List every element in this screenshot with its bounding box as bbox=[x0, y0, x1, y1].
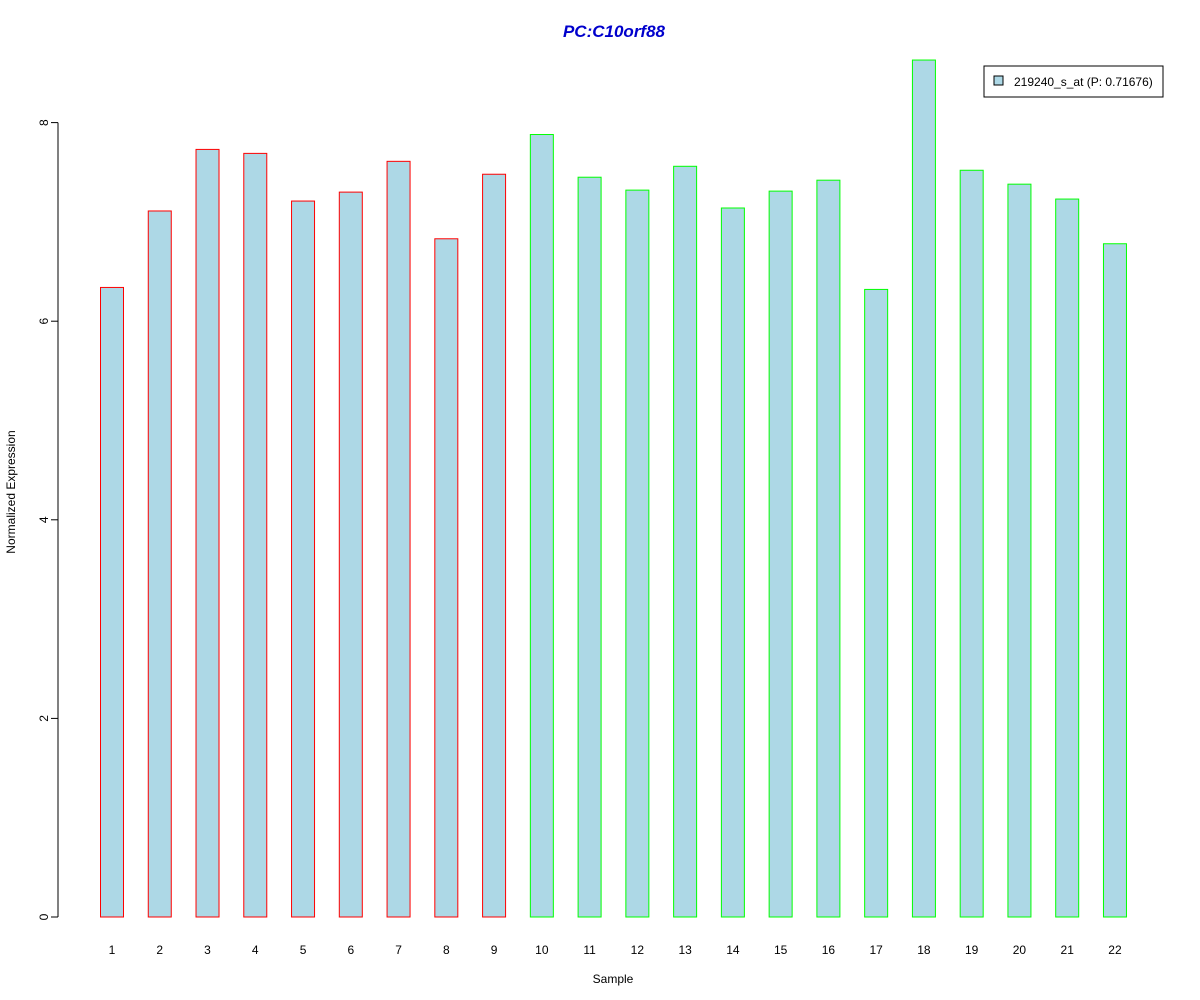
bar bbox=[100, 286, 124, 918]
x-tick-label: 22 bbox=[1108, 943, 1122, 957]
x-tick-label: 6 bbox=[347, 943, 354, 957]
x-tick-label: 15 bbox=[774, 943, 788, 957]
bar bbox=[529, 134, 554, 918]
y-tick-label: 0 bbox=[37, 913, 51, 920]
legend: 219240_s_at (P: 0.71676) bbox=[983, 65, 1164, 98]
bar bbox=[1055, 198, 1080, 918]
bar bbox=[673, 165, 698, 918]
bar bbox=[195, 148, 220, 918]
y-axis: 0 2 4 6 8 bbox=[37, 119, 59, 920]
bar bbox=[911, 59, 936, 918]
bar bbox=[864, 288, 889, 918]
bar bbox=[147, 210, 172, 918]
x-tick-label: 13 bbox=[678, 943, 692, 957]
legend-box bbox=[983, 65, 1164, 98]
x-tick-label: 8 bbox=[443, 943, 450, 957]
bar bbox=[625, 189, 650, 918]
x-tick-label: 14 bbox=[726, 943, 740, 957]
bar bbox=[1007, 183, 1032, 918]
bar bbox=[577, 176, 602, 918]
x-tick-label: 1 bbox=[109, 943, 116, 957]
y-tick-label: 4 bbox=[37, 516, 51, 523]
bar bbox=[338, 191, 363, 918]
x-tick-label: 19 bbox=[965, 943, 979, 957]
x-tick-label: 18 bbox=[917, 943, 931, 957]
bar bbox=[243, 152, 268, 918]
x-tick-label: 9 bbox=[491, 943, 498, 957]
y-tick-label: 2 bbox=[37, 715, 51, 722]
x-tick-label: 17 bbox=[869, 943, 883, 957]
x-tick-label: 10 bbox=[535, 943, 549, 957]
x-tick-label: 5 bbox=[300, 943, 307, 957]
x-axis-label: Sample bbox=[593, 972, 634, 986]
y-tick-label: 6 bbox=[37, 318, 51, 325]
bar bbox=[959, 169, 984, 918]
bar bbox=[816, 179, 841, 918]
x-tick-label: 12 bbox=[631, 943, 645, 957]
bar bbox=[386, 160, 411, 918]
bars bbox=[100, 59, 1127, 918]
x-tick-label: 4 bbox=[252, 943, 259, 957]
bar bbox=[768, 190, 793, 918]
x-tick-label: 11 bbox=[583, 943, 596, 957]
chart-title: PC:C10orf88 bbox=[563, 22, 666, 41]
y-tick-label: 8 bbox=[37, 119, 51, 126]
x-tick-label: 16 bbox=[822, 943, 836, 957]
bar bbox=[291, 200, 316, 918]
x-tick-label: 7 bbox=[395, 943, 402, 957]
bar bbox=[434, 238, 459, 918]
bar bbox=[720, 207, 745, 918]
x-tick-label: 3 bbox=[204, 943, 211, 957]
x-tick-label: 20 bbox=[1013, 943, 1027, 957]
x-tick-labels: 1 2 3 4 5 6 7 8 9 10 11 12 13 14 15 16 17 18 19 20 21 22 bbox=[109, 943, 1122, 957]
y-axis-label: Normalized Expression bbox=[4, 430, 18, 553]
x-tick-label: 21 bbox=[1061, 943, 1075, 957]
bar bbox=[482, 173, 507, 918]
legend-swatch bbox=[993, 75, 1004, 86]
x-tick-label: 2 bbox=[156, 943, 163, 957]
legend-label: 219240_s_at (P: 0.71676) bbox=[1014, 75, 1153, 89]
bar bbox=[1102, 243, 1127, 918]
